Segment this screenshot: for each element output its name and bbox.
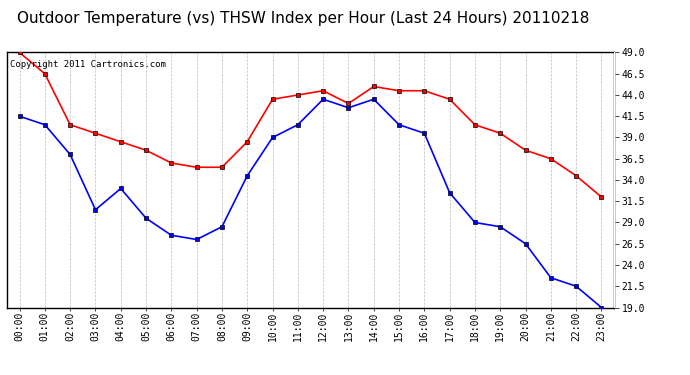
Text: Outdoor Temperature (vs) THSW Index per Hour (Last 24 Hours) 20110218: Outdoor Temperature (vs) THSW Index per … [17,11,590,26]
Text: Copyright 2011 Cartronics.com: Copyright 2011 Cartronics.com [10,60,166,69]
